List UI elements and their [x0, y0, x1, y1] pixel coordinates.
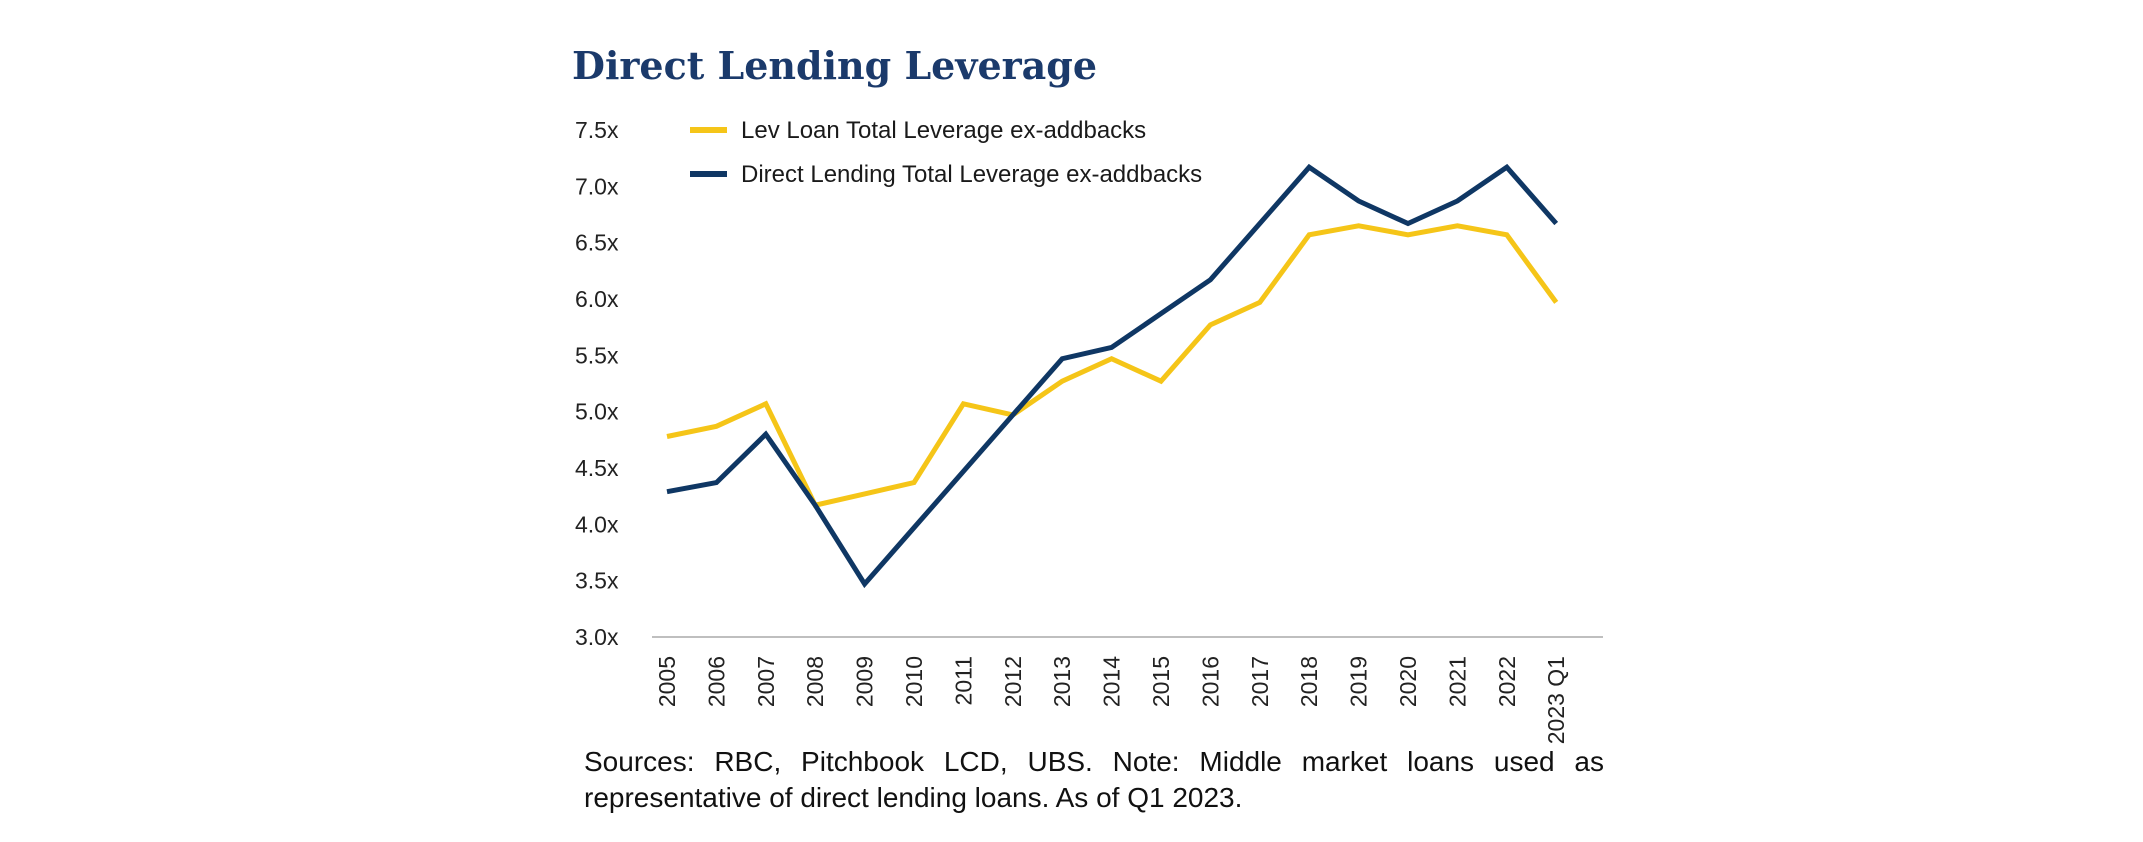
x-tick-label: 2005 [654, 656, 680, 707]
y-tick-label: 7.0x [575, 173, 619, 199]
legend-label: Direct Lending Total Leverage ex-addback… [741, 161, 1202, 188]
y-tick-label: 4.0x [575, 511, 619, 537]
x-tick-label: 2009 [852, 656, 878, 707]
x-tick-label: 2018 [1296, 656, 1322, 707]
series-layer [666, 163, 1559, 589]
y-tick-label: 7.5x [575, 117, 619, 143]
y-tick-label: 4.5x [575, 455, 619, 481]
x-tick-label: 2010 [901, 656, 927, 707]
x-tick-label: 2014 [1099, 656, 1125, 707]
legend-label: Lev Loan Total Leverage ex-addbacks [741, 117, 1146, 144]
x-tick-label: 2013 [1049, 656, 1075, 707]
x-axis-ticks: 2005 2006 2007 2008 2009 2010 2011 2012 2013 2014… [654, 656, 1569, 744]
x-tick-label: 2017 [1247, 656, 1273, 707]
legend: Lev Loan Total Leverage ex-addbacks Direc… [690, 117, 1202, 188]
chart-title: Direct Lending Leverage [572, 43, 1098, 88]
x-tick-label: 2022 [1494, 656, 1520, 707]
y-tick-label: 5.0x [575, 399, 619, 425]
x-tick-label: 2020 [1395, 656, 1421, 707]
x-tick-label: 2008 [802, 656, 828, 707]
lev-loan-series-line [666, 223, 1559, 509]
source-footnote: Sources: RBC, Pitchbook LCD, UBS. Note: … [584, 746, 1604, 813]
x-tick-label: 2023 Q1 [1543, 656, 1569, 744]
x-tick-label: 2015 [1148, 656, 1174, 707]
y-tick-label: 5.5x [575, 342, 619, 368]
x-tick-label: 2011 [950, 656, 976, 705]
x-tick-label: 2016 [1197, 656, 1223, 707]
y-tick-label: 3.0x [575, 624, 619, 650]
direct-lending-series-line [666, 163, 1559, 589]
x-tick-label: 2019 [1346, 656, 1372, 707]
y-tick-label: 6.5x [575, 230, 619, 256]
y-tick-label: 3.5x [575, 568, 619, 594]
x-tick-label: 2021 [1444, 656, 1470, 707]
x-tick-label: 2006 [703, 656, 729, 707]
y-axis-ticks: 3.0x 3.5x 4.0x 4.5x 5.0x 5.5x 6.0x 6.5x 7.0x 7.5x [575, 117, 619, 650]
x-tick-label: 2007 [753, 656, 779, 707]
y-tick-label: 6.0x [575, 286, 619, 312]
x-tick-label: 2012 [1000, 656, 1026, 707]
